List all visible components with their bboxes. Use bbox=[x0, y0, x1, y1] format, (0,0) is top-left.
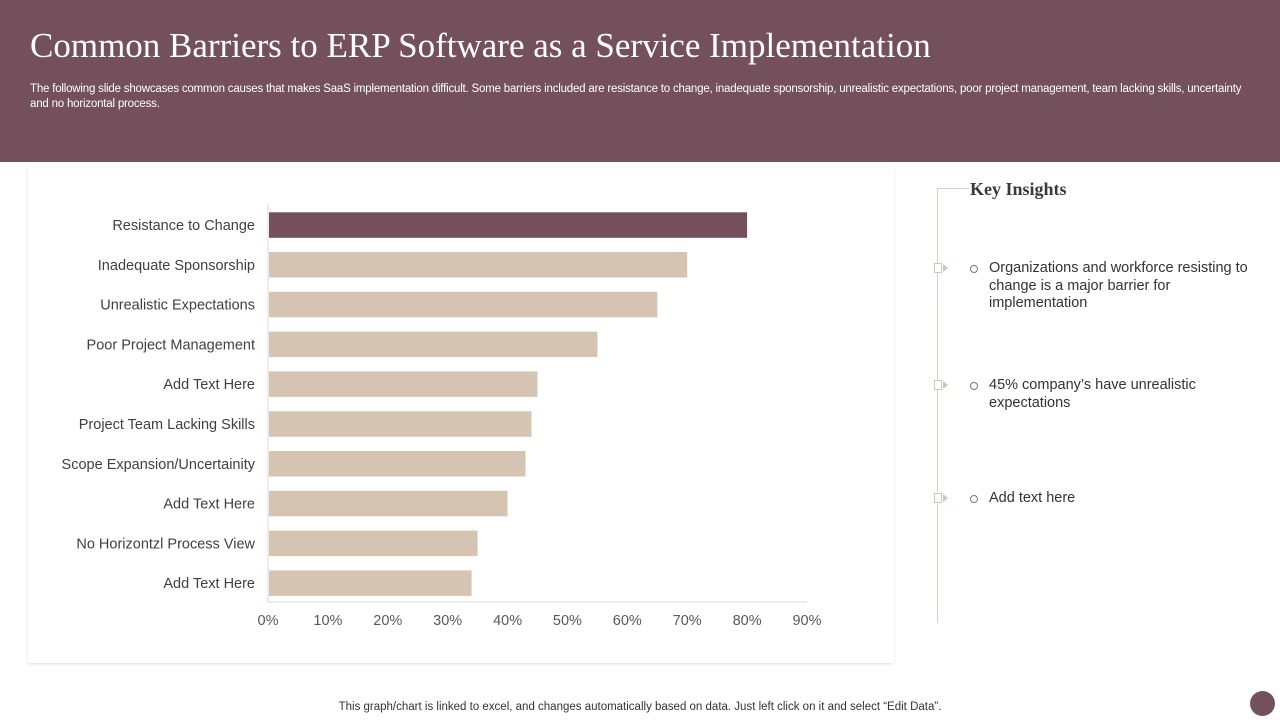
insight-text: 45% company’s have unrealistic expectati… bbox=[989, 377, 1196, 411]
bar-2[interactable] bbox=[269, 291, 658, 318]
bullet-icon bbox=[970, 495, 978, 503]
footer-note: This graph/chart is linked to excel, and… bbox=[0, 701, 1280, 713]
x-tick-label: 60% bbox=[613, 613, 642, 629]
header-banner: Common Barriers to ERP Software as a Ser… bbox=[0, 0, 1280, 162]
category-label: Project Team Lacking Skills bbox=[79, 417, 255, 433]
key-insights-panel: Key Insights Organizations and workforce… bbox=[920, 170, 1260, 630]
category-label: Add Text Here bbox=[163, 497, 255, 513]
x-tick-label: 50% bbox=[553, 613, 582, 629]
page-title: Common Barriers to ERP Software as a Ser… bbox=[30, 26, 931, 65]
category-label: Poor Project Management bbox=[87, 337, 255, 353]
bar-1[interactable] bbox=[269, 252, 688, 278]
page-subtitle: The following slide showcases common cau… bbox=[30, 83, 1242, 110]
category-label: Unrealistic Expectations bbox=[100, 298, 255, 314]
insight-text: Organizations and workforce resisting to… bbox=[989, 260, 1248, 311]
bar-5[interactable] bbox=[269, 411, 532, 437]
timeline-marker-icon bbox=[934, 380, 942, 390]
x-tick-label: 90% bbox=[792, 613, 821, 629]
category-label: No Horizontzl Process View bbox=[76, 536, 255, 552]
timeline-arrow-icon bbox=[943, 264, 948, 272]
bar-8[interactable] bbox=[269, 530, 478, 557]
x-tick-label: 70% bbox=[673, 613, 702, 629]
footer-text: This graph/chart is linked to excel, and… bbox=[338, 701, 942, 713]
timeline-arrow-icon bbox=[943, 494, 948, 502]
bar-9[interactable] bbox=[269, 570, 472, 596]
timeline-marker-icon bbox=[934, 493, 942, 503]
corner-badge bbox=[1250, 691, 1275, 716]
bar-chart[interactable]: Resistance to Change Inadequate Sponsorsh… bbox=[28, 168, 894, 663]
timeline-arrow-icon bbox=[943, 381, 948, 389]
bullet-icon bbox=[970, 382, 978, 390]
category-label: Inadequate Sponsorship bbox=[98, 258, 255, 274]
timeline-top-connector bbox=[937, 188, 969, 189]
x-tick-label: 10% bbox=[313, 613, 342, 629]
bullet-icon bbox=[970, 265, 978, 273]
bar-4[interactable] bbox=[269, 371, 538, 397]
x-tick-label: 80% bbox=[733, 613, 762, 629]
category-label: Add Text Here bbox=[163, 377, 255, 393]
chart-card[interactable]: Resistance to Change Inadequate Sponsorsh… bbox=[28, 168, 894, 663]
category-label: Scope Expansion/Uncertainity bbox=[62, 457, 256, 473]
x-tick-label: 30% bbox=[433, 613, 462, 629]
insight-text: Add text here bbox=[989, 490, 1076, 506]
category-label: Resistance to Change bbox=[112, 218, 255, 234]
timeline-line bbox=[937, 188, 938, 623]
key-insights-title: Key Insights bbox=[970, 179, 1067, 199]
category-label: Add Text Here bbox=[163, 576, 255, 592]
bar-3[interactable] bbox=[269, 331, 598, 358]
x-tick-label: 20% bbox=[373, 613, 402, 629]
x-tick-label: 0% bbox=[258, 613, 279, 629]
bar-7[interactable] bbox=[269, 490, 508, 517]
bar-0[interactable] bbox=[269, 212, 748, 238]
timeline-marker-icon bbox=[934, 263, 942, 273]
x-tick-label: 40% bbox=[493, 613, 522, 629]
bar-6[interactable] bbox=[269, 451, 526, 477]
